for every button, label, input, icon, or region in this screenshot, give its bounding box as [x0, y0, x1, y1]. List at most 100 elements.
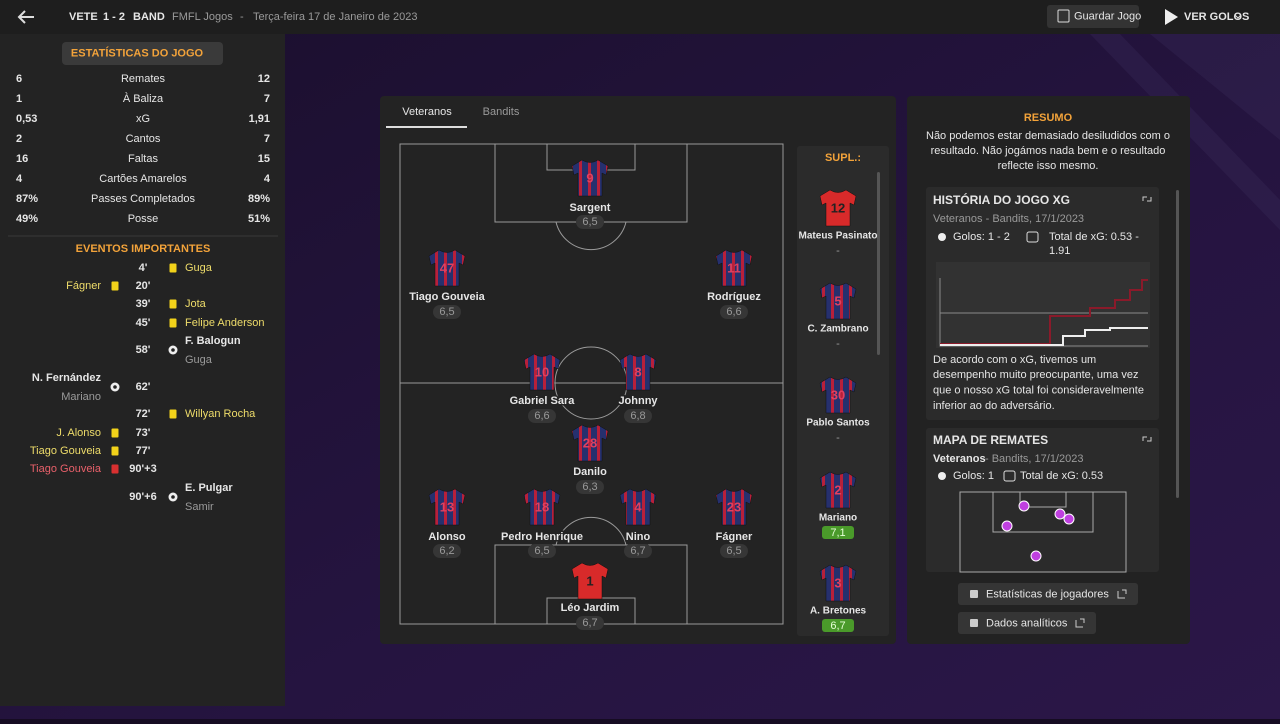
sub-rating: -: [836, 432, 840, 444]
event-player: E. Pulgar: [185, 482, 233, 494]
yellow-card-icon: [111, 446, 119, 456]
event-minute: 20': [136, 280, 151, 292]
date: Terça-feira 17 de Janeiro de 2023: [253, 11, 418, 23]
stats-button[interactable]: [62, 42, 223, 65]
player-name: Pedro Henrique: [501, 531, 583, 543]
goal-icon-dot: [171, 348, 175, 352]
sub-name: Mariano: [819, 513, 857, 524]
player-name: Rodríguez: [707, 291, 761, 303]
event-minute: 39': [136, 298, 151, 310]
xg-chart: [936, 262, 1150, 348]
event-player: Willyan Rocha: [185, 408, 256, 420]
play-icon[interactable]: [1165, 9, 1178, 25]
shot-marker: [1030, 550, 1042, 562]
player-name: Danilo: [573, 466, 607, 478]
shirt: [819, 376, 857, 414]
shirt: [523, 353, 561, 391]
separator: -: [240, 11, 244, 23]
action-button[interactable]: [958, 583, 1138, 605]
expand-icon[interactable]: [1142, 196, 1152, 202]
player-rating: 6,3: [582, 481, 597, 493]
team-tab[interactable]: Bandits: [483, 106, 520, 118]
shots-title: MAPA DE REMATES: [933, 433, 1048, 447]
external-icon: [1075, 618, 1085, 628]
rating-badge: [720, 544, 748, 558]
player-name: Sargent: [570, 202, 611, 214]
player-rating: 6,5: [534, 545, 549, 557]
rating-badge: [822, 619, 854, 632]
stat-home: 0,53: [16, 113, 37, 125]
shirt: [619, 353, 657, 391]
player-name: Tiago Gouveia: [409, 291, 485, 303]
shots-team: Veteranos: [933, 453, 986, 465]
shirt: [715, 488, 753, 526]
back-button[interactable]: [17, 10, 34, 24]
red-card-icon: [111, 464, 119, 474]
stat-home: 6: [16, 73, 22, 85]
player-rating: 6,5: [439, 306, 454, 318]
sub-name: A. Bretones: [810, 606, 867, 617]
button-icon: [970, 590, 978, 598]
event-player: N. Fernández: [32, 372, 102, 384]
player-rating: 6,6: [726, 306, 741, 318]
action-button-label: Estatísticas de jogadores: [986, 588, 1109, 600]
rating-badge: [720, 305, 748, 319]
shot-pitch-lines: [992, 492, 1094, 533]
save-button[interactable]: [1047, 5, 1139, 28]
shirt-number: 2: [834, 482, 841, 497]
player-name: Nino: [626, 531, 651, 543]
action-button[interactable]: [958, 612, 1096, 634]
ball-icon: [938, 472, 946, 480]
player-name: Alonso: [428, 531, 466, 543]
event-player: Tiago Gouveia: [30, 445, 102, 457]
stat-home: 49%: [16, 213, 38, 225]
shirt: [819, 471, 857, 509]
shirt: [819, 189, 857, 227]
shot-marker: [1063, 513, 1075, 525]
shirt-number: 9: [586, 170, 593, 185]
shots-goals: Golos: 1: [953, 470, 994, 482]
rating-badge: [576, 616, 604, 630]
left-panel: [0, 34, 285, 706]
sub-name: Pablo Santos: [806, 418, 870, 429]
xg-text: inferior ao do adversário.: [933, 400, 1055, 412]
expand-icon[interactable]: [1142, 436, 1152, 442]
event-assist: Samir: [185, 501, 214, 513]
event-minute: 58': [136, 344, 151, 356]
shirt-number: 23: [727, 499, 741, 514]
xg-total: Total de xG: 0.53 -: [1049, 231, 1139, 243]
sub-name: Mateus Pasinato: [799, 231, 878, 242]
shirt: [819, 282, 857, 320]
sub-name: C. Zambrano: [807, 324, 868, 335]
stat-away: 1,91: [249, 113, 270, 125]
event-minute: 4': [139, 262, 148, 274]
xg-icon: [1003, 470, 1016, 482]
event-minute: 72': [136, 408, 151, 420]
shirt: [571, 424, 609, 462]
shirt-number: 8: [634, 364, 641, 379]
stat-away: 51%: [248, 213, 270, 225]
save-label: Guardar Jogo: [1074, 10, 1141, 22]
summary-scrollbar: [1176, 190, 1179, 498]
rating-badge: [576, 215, 604, 229]
shirt: [619, 488, 657, 526]
shirt-number: 10: [535, 364, 549, 379]
shirt-number: 3: [834, 575, 841, 590]
yellow-card-icon: [169, 299, 177, 309]
rating-badge: [528, 544, 556, 558]
goal-icon-dot: [171, 495, 175, 499]
stat-away: 4: [264, 173, 271, 185]
yellow-card-icon: [169, 318, 177, 328]
events-title: EVENTOS IMPORTANTES: [76, 243, 211, 255]
stat-label: xG: [136, 113, 150, 125]
rating-badge: [624, 409, 652, 423]
ball-icon: [938, 233, 946, 241]
rating-badge: [576, 480, 604, 494]
shirt-number: 28: [583, 435, 597, 450]
stat-home: 4: [16, 173, 23, 185]
stat-away: 89%: [248, 193, 270, 205]
team-tab[interactable]: Veteranos: [402, 106, 452, 118]
sub-rating: -: [836, 338, 840, 350]
shirt-number: 11: [727, 260, 741, 275]
